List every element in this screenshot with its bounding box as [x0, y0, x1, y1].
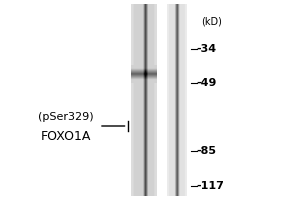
Text: -117: -117 [196, 181, 224, 191]
Text: (pSer329): (pSer329) [38, 112, 94, 122]
Text: FOXO1A: FOXO1A [41, 130, 91, 144]
Text: (kD): (kD) [201, 16, 222, 26]
Text: -49: -49 [196, 78, 217, 88]
Text: -34: -34 [196, 44, 217, 54]
Text: -85: -85 [196, 146, 217, 156]
